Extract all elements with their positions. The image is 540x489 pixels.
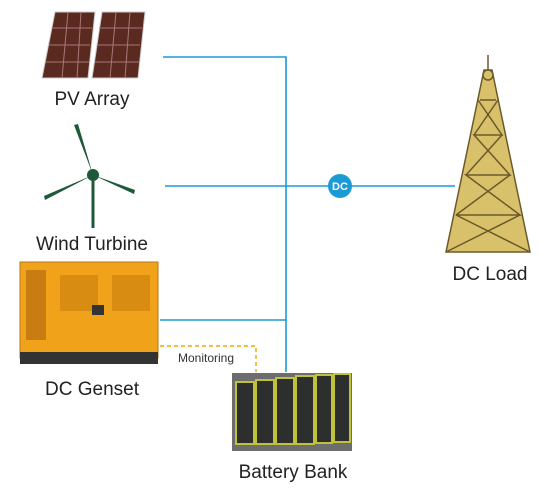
dc-bus-label: DC	[332, 181, 348, 193]
battery-icon	[232, 373, 352, 451]
node-label: DC Genset	[45, 379, 140, 400]
node-label: PV Array	[55, 89, 130, 110]
monitoring-label: Monitoring	[178, 351, 234, 365]
wind-icon	[44, 124, 135, 228]
tower-icon	[446, 55, 530, 252]
node-label: Battery Bank	[239, 462, 348, 483]
pv-icon	[42, 12, 145, 78]
bus-lines	[160, 57, 455, 372]
pv-line	[163, 57, 286, 372]
genset-icon	[20, 262, 158, 364]
diagram: DC Monitoring PV Array Wind Turbine DC G…	[0, 0, 540, 489]
node-label: DC Load	[453, 264, 528, 285]
node-label: Wind Turbine	[36, 234, 148, 255]
